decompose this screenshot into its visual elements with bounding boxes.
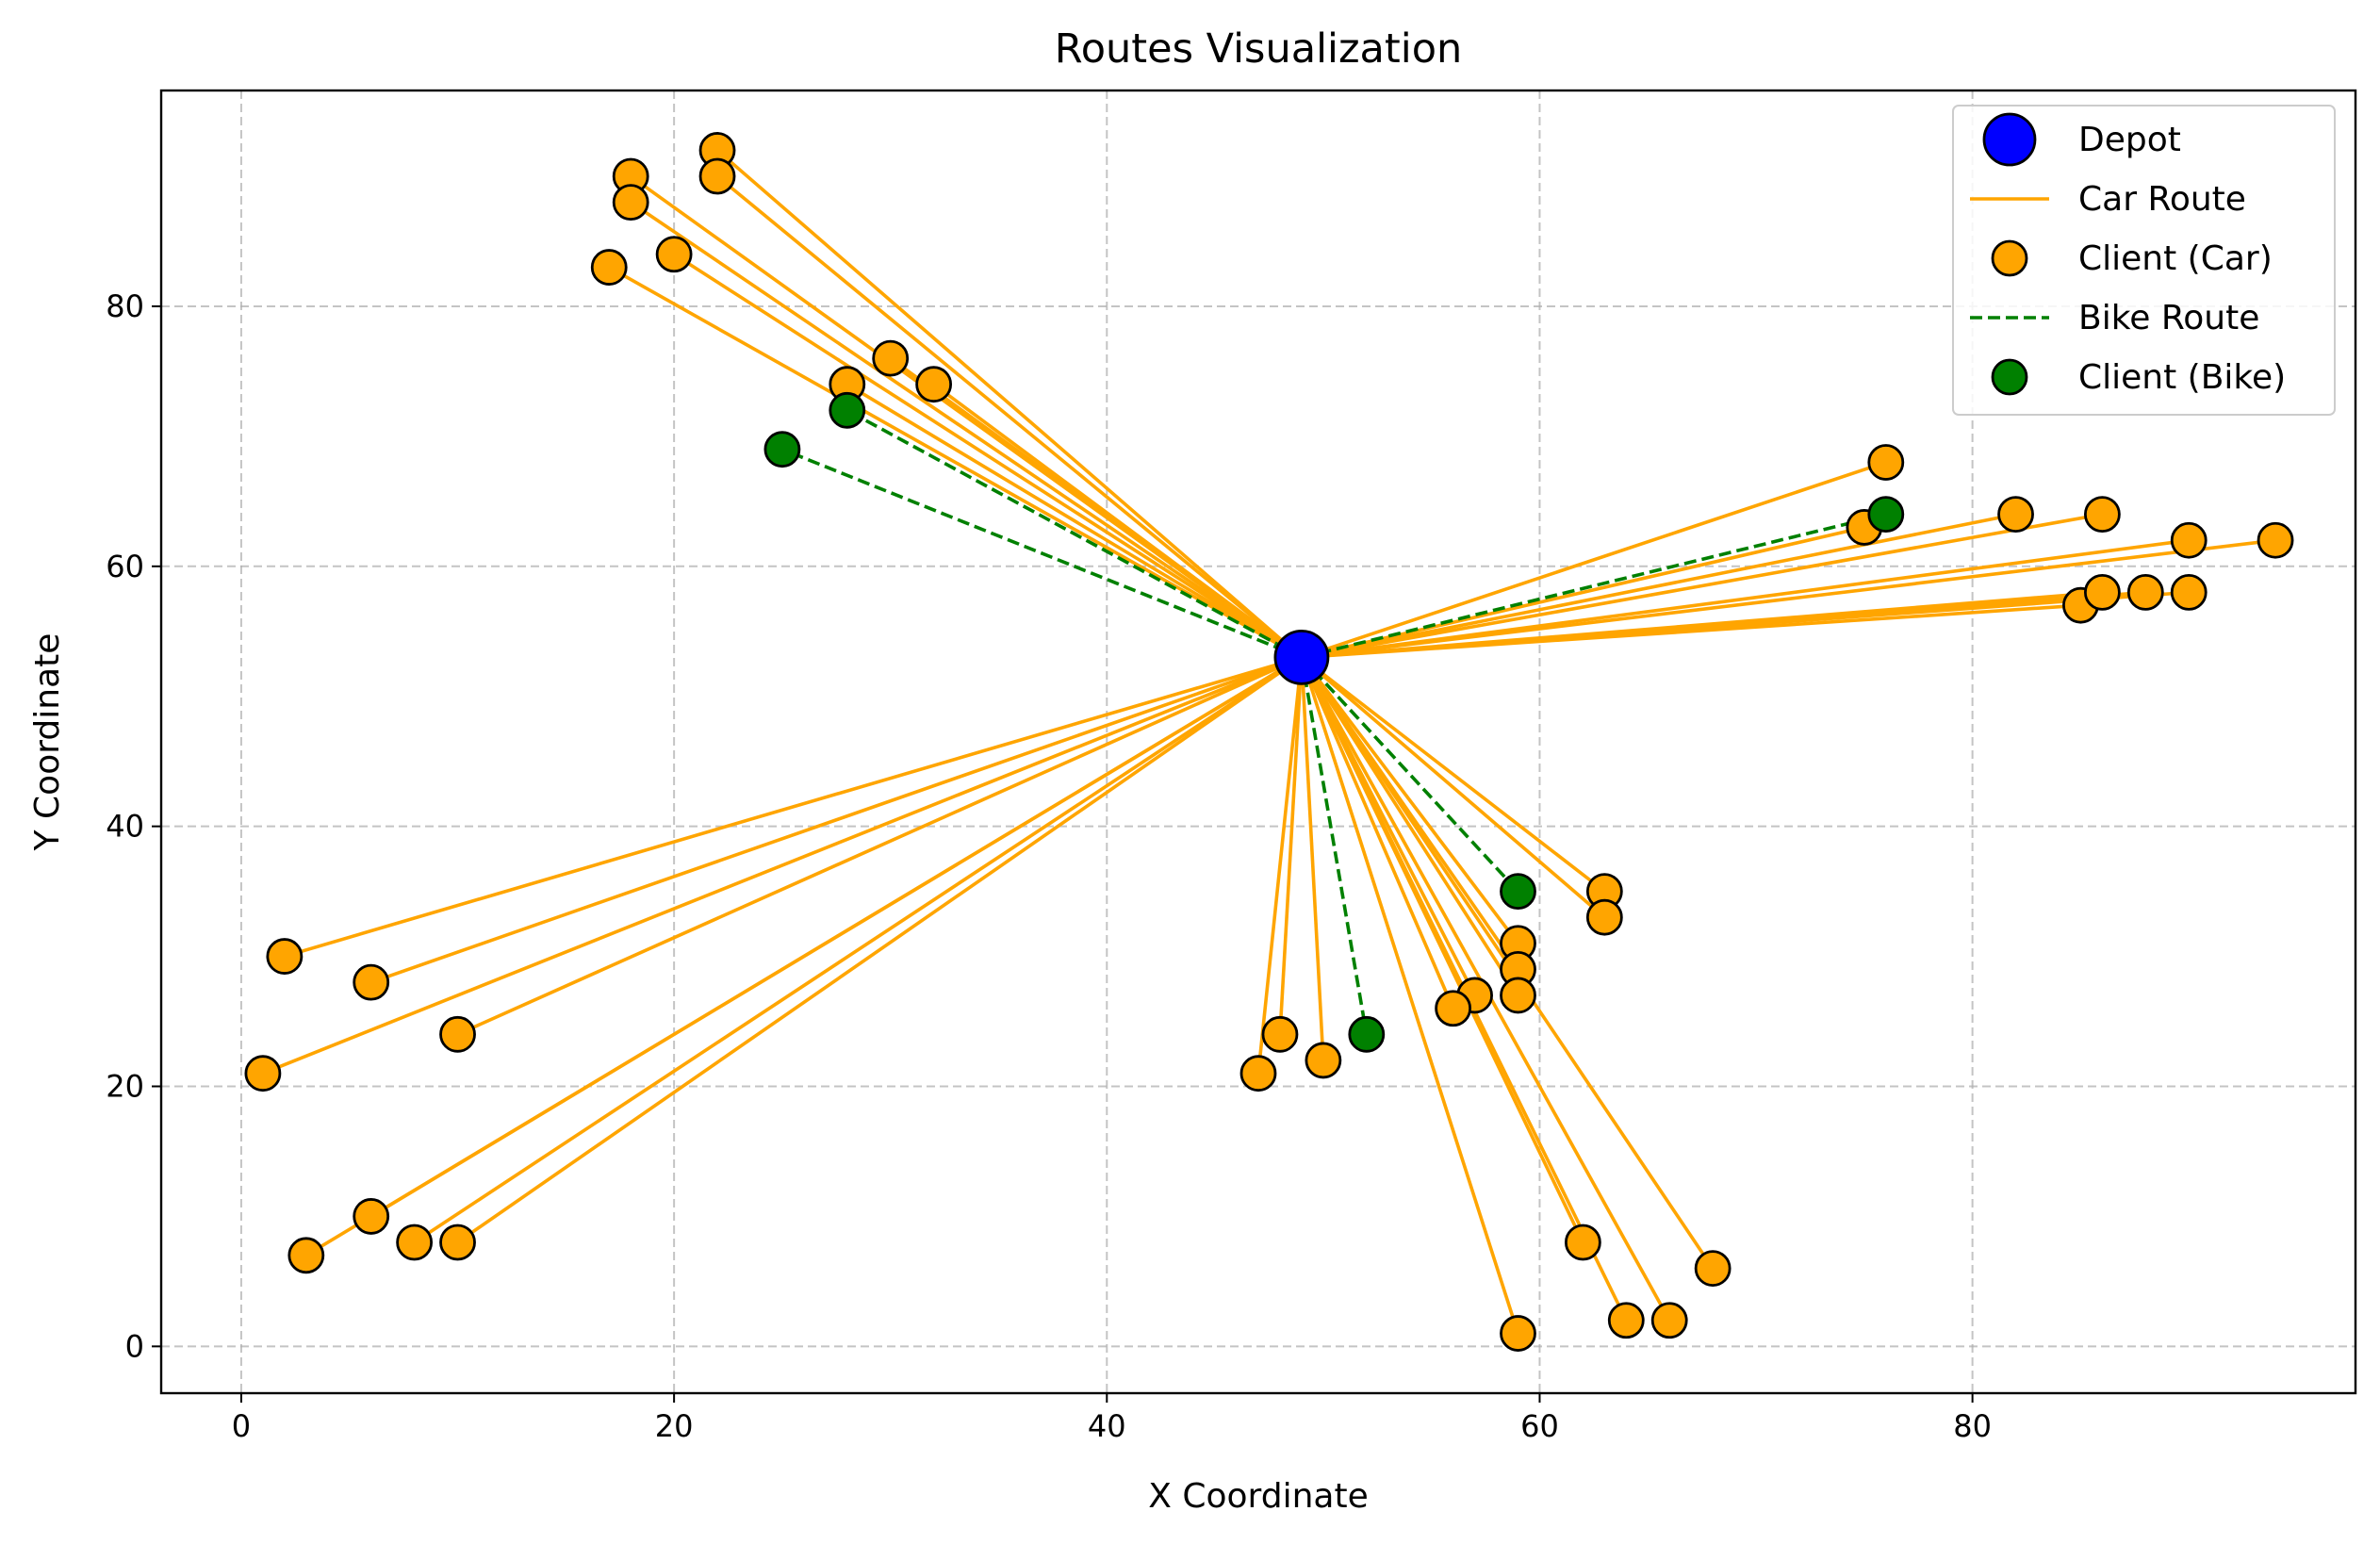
car-client-point [396, 1224, 434, 1261]
car-client-point [1650, 1302, 1688, 1339]
legend: Depot Car Route Client (Car) Bike Route Clie… [1952, 105, 2336, 416]
car-route-line [304, 655, 1303, 1257]
car-route-line [1300, 656, 1520, 1335]
y-tick-label: 80 [106, 288, 144, 324]
x-tick-label: 60 [1520, 1408, 1559, 1444]
y-axis-title: Y Coordinate [28, 633, 67, 852]
car-route-line [456, 655, 1303, 1244]
route-lines [262, 149, 2276, 1335]
car-route-line [630, 201, 1303, 659]
x-tick-label: 40 [1088, 1408, 1126, 1444]
x-tick-label: 0 [232, 1408, 251, 1444]
car-client-point [2170, 521, 2208, 559]
car-route-line [1300, 656, 1519, 944]
car-route-line [608, 266, 1303, 659]
car-client-point [2257, 521, 2294, 559]
car-route-line [932, 383, 1303, 659]
car-client-point [1607, 1302, 1645, 1339]
car-client-point [1500, 977, 1536, 1014]
legend-label: Client (Car) [2078, 239, 2273, 278]
car-route-line [1301, 512, 2016, 660]
car-route-line [1300, 655, 1606, 919]
car-client-point [1694, 1250, 1732, 1287]
y-tick-label: 0 [125, 1328, 144, 1364]
car-client-point [2126, 573, 2164, 611]
car-route-line [715, 149, 1304, 659]
car-client-point [1564, 1224, 1601, 1261]
car-client-point [2170, 573, 2208, 611]
car-client-point [1261, 1015, 1299, 1053]
car-client-point [266, 938, 304, 975]
car-route-line [673, 253, 1303, 659]
legend-depot-marker [1982, 112, 2037, 167]
bike-client-point [829, 391, 866, 429]
car-route-line [413, 655, 1303, 1244]
legend-label: Bike Route [2078, 299, 2259, 337]
car-route-line [1300, 655, 1606, 894]
legend-label: Depot [2078, 121, 2181, 159]
bike-route-line [845, 408, 1303, 659]
x-axis-title: X Coordinate [1148, 1477, 1368, 1516]
car-route-line [1301, 460, 1887, 660]
car-client-point [1435, 990, 1472, 1027]
x-tick-label: 80 [1953, 1408, 1992, 1444]
axis-ticks: 0 20 40 60 80 0 20 40 60 80 [106, 288, 1992, 1444]
car-client-point [1239, 1055, 1277, 1092]
car-route-line [715, 174, 1304, 659]
car-client-point [612, 184, 649, 222]
bike-client-point [1500, 873, 1536, 911]
car-client-point [353, 1198, 390, 1235]
bike-route-line [1301, 512, 1887, 660]
car-route-line [370, 655, 1303, 984]
bike-route-line [781, 447, 1303, 660]
y-tick-label: 40 [106, 809, 144, 845]
legend-car-client-marker [1991, 239, 2028, 277]
car-route-line [1300, 656, 1455, 1010]
car-route-line [1301, 538, 2190, 660]
car-route-line [1301, 538, 2276, 660]
car-client-point [1867, 444, 1905, 481]
bike-client-point [1348, 1015, 1386, 1053]
y-tick-label: 20 [106, 1068, 144, 1104]
car-route-line [1301, 512, 2103, 660]
x-tick-label: 20 [655, 1408, 694, 1444]
car-client-point [1997, 496, 2034, 534]
client-points [244, 132, 2294, 1352]
car-client-point [915, 366, 953, 403]
car-route-line [1300, 657, 1325, 1061]
car-client-point [244, 1055, 282, 1092]
car-client-point [439, 1224, 476, 1261]
legend-label: Car Route [2078, 180, 2246, 219]
bike-client-point [1867, 496, 1905, 534]
car-client-point [1500, 1315, 1536, 1352]
car-route-line [845, 383, 1303, 659]
depot-point [1273, 629, 1330, 685]
car-client-point [698, 157, 736, 195]
car-route-line [262, 655, 1303, 1076]
car-client-point [872, 339, 910, 377]
plot-frame [159, 89, 2357, 1395]
car-client-point [287, 1237, 325, 1274]
car-route-line [1256, 657, 1304, 1074]
car-client-point [1585, 898, 1623, 936]
car-client-point [590, 249, 628, 286]
y-tick-label: 60 [106, 549, 144, 584]
car-client-point [439, 1015, 476, 1053]
legend-bike-client-marker [1991, 358, 2028, 396]
chart-title: Routes Visualization [1055, 25, 1463, 73]
car-client-point [1305, 1042, 1342, 1079]
bike-route-line [1300, 657, 1369, 1035]
legend-label: Client (Bike) [2078, 358, 2286, 397]
car-client-point [2083, 573, 2121, 611]
car-client-point [2083, 496, 2121, 534]
car-route-line [284, 655, 1303, 959]
car-client-point [353, 963, 390, 1001]
car-client-point [655, 236, 693, 273]
car-route-line [1301, 590, 2190, 660]
car-route-line [1278, 657, 1304, 1035]
legend-box [1952, 105, 2336, 416]
bike-client-point [763, 431, 801, 468]
car-route-line [456, 655, 1303, 1036]
